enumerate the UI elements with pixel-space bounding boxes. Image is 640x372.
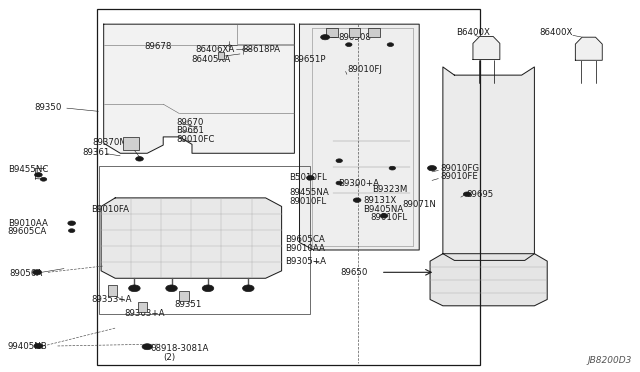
Text: 89361: 89361 [82,148,109,157]
Polygon shape [104,24,294,153]
Text: 08918-3081A: 08918-3081A [150,344,209,353]
Text: 99405NB: 99405NB [8,342,47,351]
Circle shape [428,166,436,171]
Text: 89455NA: 89455NA [289,188,329,197]
Text: B6400X: B6400X [456,28,490,37]
Text: 89010FG: 89010FG [440,164,479,173]
Text: 89010FE: 89010FE [440,172,478,181]
Text: B9300+A: B9300+A [338,179,379,187]
Circle shape [321,35,330,40]
Text: 89131X: 89131X [364,196,397,205]
Text: B9605CA: B9605CA [285,235,324,244]
Circle shape [346,43,352,46]
Circle shape [33,270,42,275]
Circle shape [353,198,361,202]
Circle shape [387,43,394,46]
Text: 89353+A: 89353+A [91,295,131,304]
Text: 86400X: 86400X [540,28,573,37]
Bar [99,166,310,314]
Text: (2): (2) [164,353,175,362]
Text: B9010AA: B9010AA [8,219,47,228]
Text: B9010FA: B9010FA [92,205,129,214]
Text: B9661: B9661 [176,126,204,135]
Text: 89370M: 89370M [93,138,127,147]
Text: 89303+A: 89303+A [124,310,164,318]
Text: 89670: 89670 [176,118,204,126]
Text: 89010FJ: 89010FJ [347,65,381,74]
Circle shape [166,285,177,292]
Bar [108,285,117,296]
Text: JB8200D3: JB8200D3 [588,356,632,365]
Circle shape [136,157,143,161]
Text: 89071N: 89071N [402,200,436,209]
Text: 86406XA: 86406XA [195,45,234,54]
Polygon shape [101,198,282,278]
Text: 89350: 89350 [35,103,62,112]
Text: 89678: 89678 [144,42,172,51]
Text: B9305+A: B9305+A [285,257,326,266]
Circle shape [68,221,76,225]
Circle shape [243,285,254,292]
Text: B9455NC: B9455NC [8,165,48,174]
Text: B5010FL: B5010FL [289,173,327,182]
Circle shape [336,181,342,185]
Text: 88618PA: 88618PA [242,45,280,54]
Text: 89651P: 89651P [293,55,326,64]
Circle shape [202,285,214,292]
Circle shape [463,192,471,196]
Circle shape [142,344,152,350]
Circle shape [35,173,42,177]
Circle shape [68,229,75,232]
Bar [97,9,480,365]
Text: B9405NA: B9405NA [364,205,404,214]
Polygon shape [575,37,602,60]
Text: 89695: 89695 [466,190,493,199]
Bar [349,28,360,37]
Text: B9323M: B9323M [372,185,408,194]
Circle shape [336,159,342,163]
Bar [138,302,147,312]
Text: 89650: 89650 [340,268,368,277]
Text: 89605CA: 89605CA [8,227,47,236]
Polygon shape [300,24,419,250]
Text: B9010AA: B9010AA [285,244,324,253]
Circle shape [307,176,314,180]
Bar [218,52,224,59]
Circle shape [380,214,388,218]
Text: 86405XA: 86405XA [191,55,230,64]
Text: 89050A: 89050A [10,269,43,278]
Bar [123,137,139,150]
Text: 89010FC: 89010FC [176,135,214,144]
Polygon shape [473,36,500,60]
Bar [368,28,380,37]
Text: 890508: 890508 [338,33,371,42]
Circle shape [34,343,43,349]
Circle shape [40,177,47,181]
Polygon shape [443,67,534,260]
Circle shape [389,166,396,170]
Text: 89351: 89351 [174,300,202,309]
Text: 89010FL: 89010FL [370,213,407,222]
Circle shape [129,285,140,292]
Bar [179,291,189,301]
Bar [326,28,338,37]
Text: 89010FL: 89010FL [289,197,326,206]
Polygon shape [430,254,547,306]
